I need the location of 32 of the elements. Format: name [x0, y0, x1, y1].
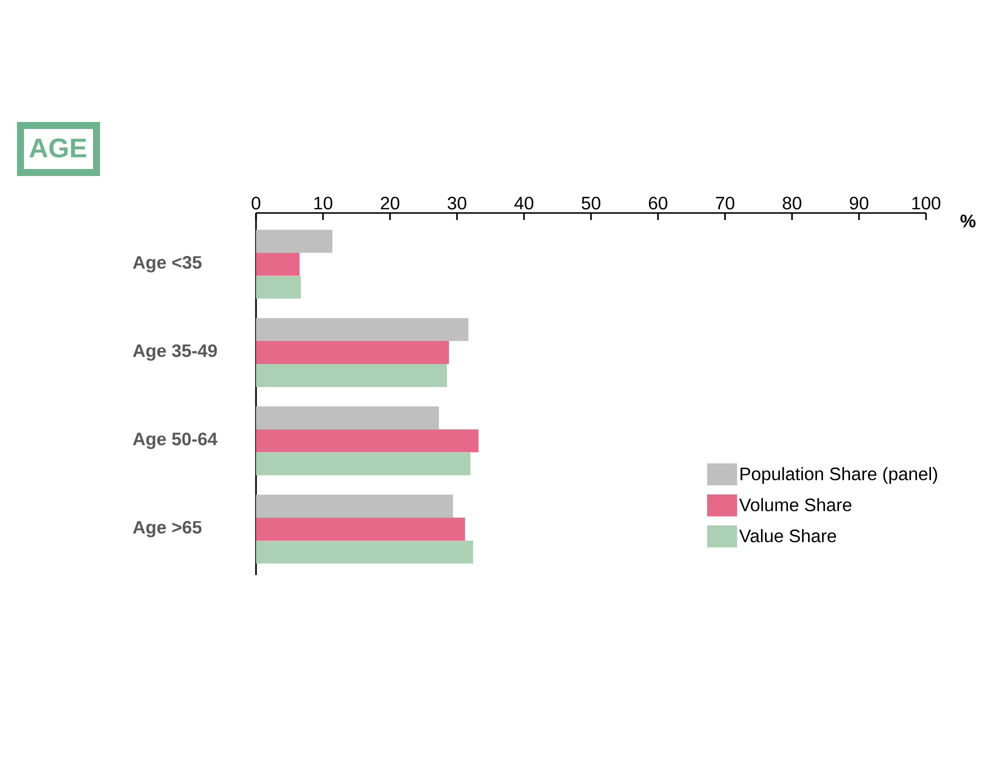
x-tick-label: 0 [252, 196, 260, 210]
y-tick-label: Age <35 [132, 256, 202, 272]
bar [256, 276, 301, 299]
y-tick-label: Age 35-49 [132, 344, 217, 361]
x-tick-label: 50 [582, 196, 600, 210]
y-tick-label: Age 50-64 [132, 432, 218, 449]
bar [256, 452, 470, 476]
bar [256, 364, 447, 387]
x-tick-label: 60 [648, 196, 668, 210]
x-axis-title: % [960, 214, 976, 228]
legend-label: Volume Share [739, 498, 852, 512]
y-tick-label: Age >65 [132, 520, 202, 538]
bar [256, 252, 300, 276]
x-tick-label: 80 [782, 196, 802, 210]
legend-label: Population Share (panel) [740, 467, 938, 484]
x-tick-label: 40 [514, 196, 534, 210]
bar [256, 318, 468, 342]
bar [256, 230, 332, 253]
legend-label: Value Share [739, 529, 836, 542]
bar [256, 540, 474, 564]
x-tick-label: 70 [716, 196, 734, 210]
bar [256, 341, 449, 364]
bar [256, 494, 453, 518]
x-tick-label: 30 [448, 196, 466, 210]
bar [256, 429, 478, 452]
x-tick-label: 10 [314, 196, 332, 210]
x-tick-label: 90 [850, 196, 868, 210]
chart-title: AGE [29, 138, 86, 158]
bar [256, 518, 466, 541]
bar [256, 406, 439, 430]
x-tick-label: 20 [380, 196, 400, 210]
x-tick-label: 100 [912, 196, 940, 210]
